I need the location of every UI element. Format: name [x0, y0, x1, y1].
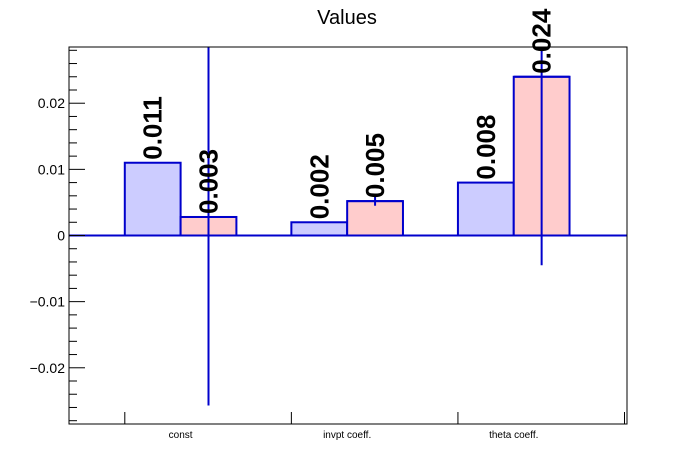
data-labels: 0.011 0.003 0.002 0.005 0.008 0.024 — [138, 8, 557, 219]
x-tick-label-2: invpt coeff. — [323, 430, 371, 441]
x-tick-label-1: const — [169, 430, 193, 441]
data-label-series1-3: 0.008 — [471, 115, 501, 180]
data-label-series2-1: 0.003 — [194, 149, 224, 214]
plot-frame — [68, 46, 628, 425]
bars-layer — [69, 47, 627, 406]
y-axis: −0.02 −0.01 0 0.01 0.02 — [30, 49, 85, 422]
x-axis: const invpt coeff. theta coeff. — [124, 412, 626, 441]
data-label-series2-3: 0.024 — [527, 8, 557, 74]
y-tick-label-5: 0.02 — [38, 95, 65, 111]
bar-series1-3 — [456, 181, 515, 237]
y-tick-label-4: 0.01 — [38, 161, 65, 177]
bar-series1-2 — [290, 221, 349, 237]
data-label-series1-1: 0.011 — [138, 96, 168, 160]
bar-series2-2 — [346, 200, 404, 237]
y-tick-label-2: −0.01 — [30, 294, 66, 310]
data-label-series2-2: 0.005 — [360, 133, 390, 198]
x-tick-label-3: theta coeff. — [489, 430, 538, 441]
y-tick-label-1: −0.02 — [30, 360, 66, 376]
y-tick-label-3: 0 — [57, 228, 65, 244]
data-label-series1-2: 0.002 — [304, 154, 334, 219]
bar-series1-1 — [123, 161, 182, 237]
chart-title: Values — [317, 7, 377, 29]
